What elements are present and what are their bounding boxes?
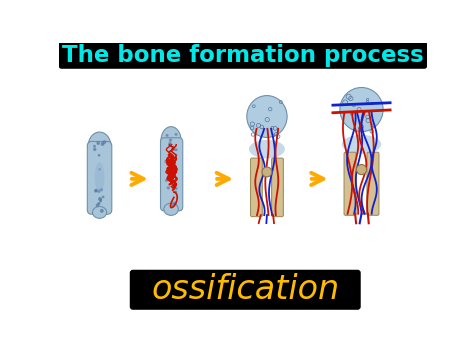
Circle shape <box>166 135 168 136</box>
Circle shape <box>95 190 97 192</box>
Ellipse shape <box>342 135 381 154</box>
Circle shape <box>103 141 106 143</box>
Circle shape <box>95 189 97 191</box>
Circle shape <box>102 196 104 198</box>
FancyBboxPatch shape <box>58 42 428 69</box>
Circle shape <box>172 204 174 207</box>
Circle shape <box>169 144 171 146</box>
Circle shape <box>99 154 100 156</box>
Circle shape <box>356 164 366 175</box>
Circle shape <box>100 189 102 191</box>
Circle shape <box>170 139 172 141</box>
FancyBboxPatch shape <box>272 158 283 217</box>
Circle shape <box>262 167 272 177</box>
Circle shape <box>165 180 167 181</box>
FancyBboxPatch shape <box>161 138 183 211</box>
Circle shape <box>94 146 95 147</box>
Text: ossification: ossification <box>151 273 339 306</box>
Circle shape <box>173 202 176 204</box>
Ellipse shape <box>161 127 181 154</box>
Circle shape <box>99 169 100 170</box>
Circle shape <box>97 142 100 144</box>
Circle shape <box>98 190 100 192</box>
Ellipse shape <box>95 163 104 192</box>
Circle shape <box>168 178 170 179</box>
Circle shape <box>168 167 170 169</box>
Circle shape <box>94 148 96 151</box>
Ellipse shape <box>164 203 178 215</box>
Circle shape <box>101 143 104 145</box>
FancyBboxPatch shape <box>367 152 379 215</box>
FancyBboxPatch shape <box>87 142 112 214</box>
Circle shape <box>167 187 169 189</box>
Circle shape <box>99 198 101 200</box>
Ellipse shape <box>88 132 111 160</box>
FancyBboxPatch shape <box>251 158 262 217</box>
Circle shape <box>170 165 172 167</box>
Circle shape <box>96 204 99 206</box>
Circle shape <box>172 147 174 148</box>
Circle shape <box>100 209 103 212</box>
Ellipse shape <box>340 87 383 132</box>
Circle shape <box>175 203 176 204</box>
Circle shape <box>176 154 177 155</box>
Circle shape <box>175 133 177 135</box>
Circle shape <box>175 188 177 189</box>
Ellipse shape <box>247 95 287 137</box>
FancyBboxPatch shape <box>344 152 356 215</box>
Circle shape <box>175 149 177 151</box>
Circle shape <box>98 203 100 204</box>
Ellipse shape <box>92 207 107 218</box>
Ellipse shape <box>249 140 285 158</box>
Circle shape <box>174 191 177 193</box>
Circle shape <box>100 200 101 202</box>
Circle shape <box>165 160 167 163</box>
Circle shape <box>100 200 101 201</box>
FancyBboxPatch shape <box>130 270 361 310</box>
Circle shape <box>169 142 171 144</box>
Text: The bone formation process: The bone formation process <box>62 44 424 67</box>
Circle shape <box>173 149 175 151</box>
